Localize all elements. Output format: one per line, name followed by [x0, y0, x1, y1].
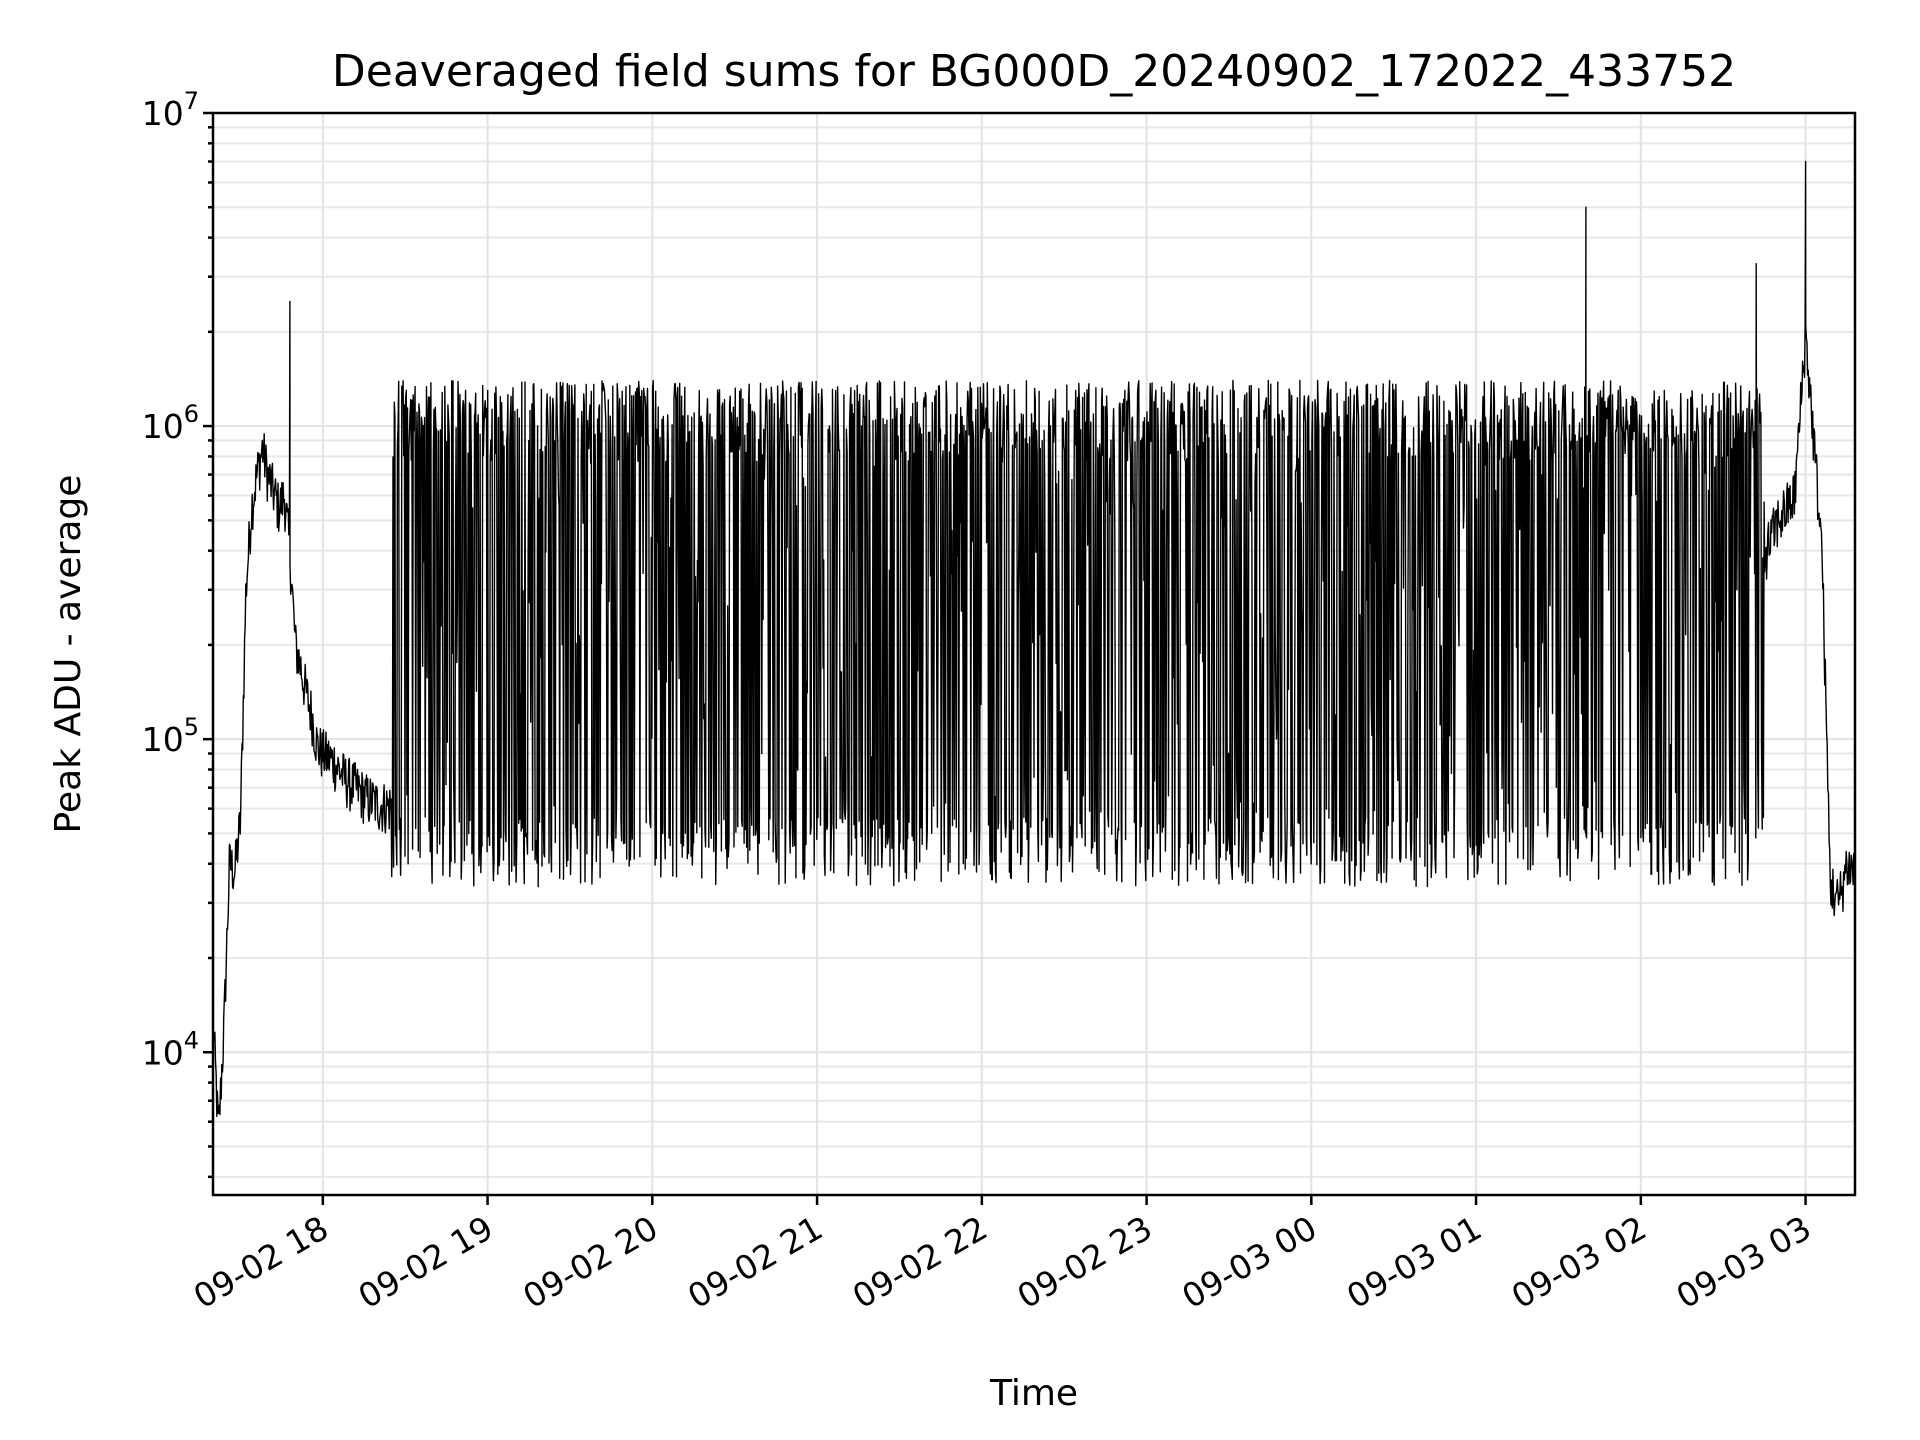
x-axis-label: Time	[989, 1373, 1078, 1414]
y-axis-label: Peak ADU - average	[48, 475, 89, 834]
y-tick-label: 104	[142, 1026, 199, 1072]
series-layer	[212, 160, 1856, 1118]
x-tick-label: 09-03 00	[1175, 1208, 1323, 1316]
x-tick-label: 09-02 22	[846, 1208, 994, 1316]
y-tick-label: 106	[142, 400, 199, 446]
plot-frame	[211, 111, 1857, 1197]
x-tick-label: 09-02 20	[516, 1208, 664, 1316]
x-tick-label: 09-02 19	[352, 1208, 500, 1316]
x-tick-label: 09-03 03	[1670, 1208, 1818, 1316]
chart-title: Deaveraged field sums for BG000D_2024090…	[332, 46, 1736, 97]
x-tick-label: 09-02 21	[681, 1208, 829, 1316]
y-tick-label: 105	[142, 713, 199, 759]
x-tick-label: 09-03 02	[1505, 1208, 1653, 1316]
x-tick-label: 09-03 01	[1340, 1208, 1488, 1316]
x-tick-label: 09-02 18	[187, 1208, 335, 1316]
x-tick-label: 09-02 23	[1011, 1208, 1159, 1316]
y-axis: 104 105 106 107	[142, 87, 213, 1179]
x-axis: 09-02 18 09-02 19 09-02 20 09-02 21 09-02 22…	[187, 1195, 1818, 1316]
series-line	[212, 160, 1856, 1118]
y-tick-label: 107	[142, 87, 199, 133]
